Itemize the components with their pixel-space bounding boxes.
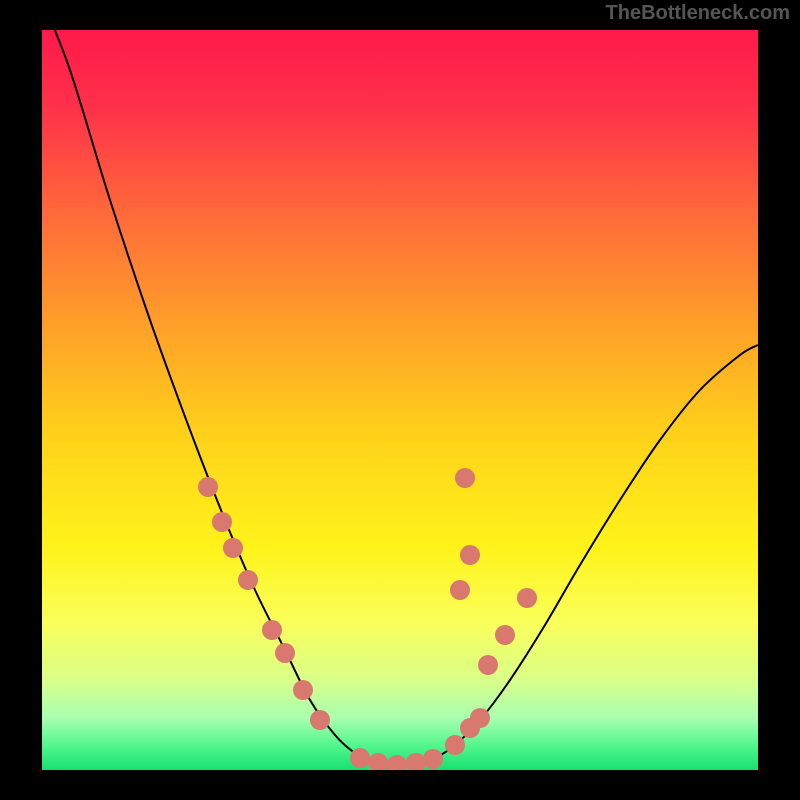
data-marker	[238, 570, 258, 590]
data-marker	[198, 477, 218, 497]
data-marker	[262, 620, 282, 640]
data-marker	[310, 710, 330, 730]
data-marker	[460, 545, 480, 565]
data-marker	[293, 680, 313, 700]
marker-cluster-valley	[350, 748, 443, 770]
data-marker	[470, 708, 490, 728]
bottleneck-curve	[42, 30, 758, 765]
marker-cluster-right	[445, 468, 537, 755]
data-marker	[368, 753, 388, 770]
data-marker	[350, 748, 370, 768]
marker-cluster-left	[198, 477, 330, 730]
data-marker	[445, 735, 465, 755]
data-marker	[406, 753, 426, 770]
data-marker	[275, 643, 295, 663]
data-marker	[450, 580, 470, 600]
data-marker	[212, 512, 232, 532]
data-marker	[223, 538, 243, 558]
chart-overlay	[42, 30, 758, 770]
data-marker	[455, 468, 475, 488]
watermark-text: TheBottleneck.com	[606, 2, 790, 25]
data-marker	[423, 749, 443, 769]
plot-frame	[0, 0, 800, 800]
plot-area	[42, 30, 758, 770]
data-marker	[387, 755, 407, 770]
data-marker	[478, 655, 498, 675]
data-marker	[495, 625, 515, 645]
data-marker	[517, 588, 537, 608]
